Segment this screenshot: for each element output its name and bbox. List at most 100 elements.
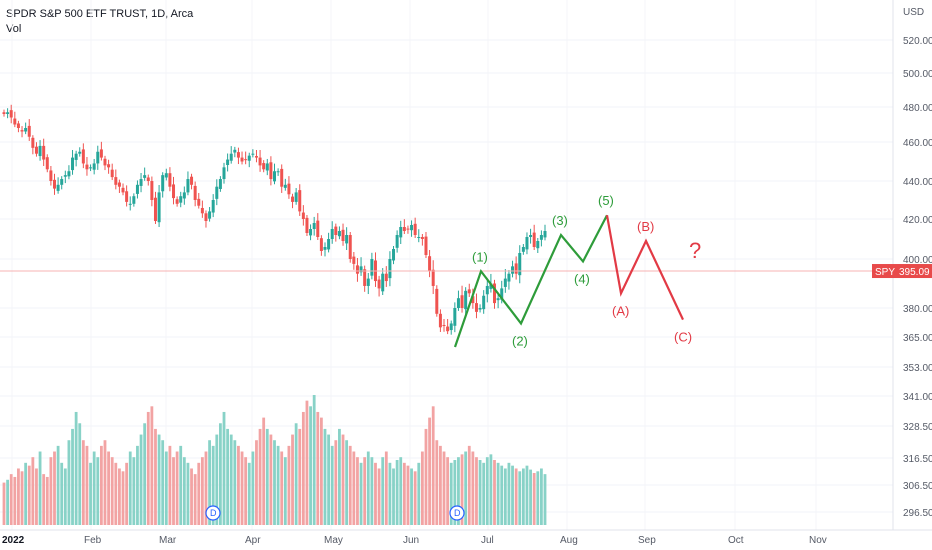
elliott-waves: (1) (2) (3) (4) (5) (A) (B) (C)?	[453, 193, 701, 348]
volume-bar	[511, 465, 514, 525]
wave-label-c: (C)	[674, 330, 692, 345]
volume-bar	[489, 454, 493, 525]
candle-body	[153, 197, 157, 221]
volume-bar	[475, 457, 478, 525]
volume-bar	[312, 395, 316, 525]
candle-body	[262, 163, 266, 170]
candle-body	[507, 273, 511, 282]
candle-body	[345, 235, 349, 244]
volume-bar	[161, 440, 165, 525]
volume-bar	[81, 440, 85, 525]
volume-bar	[471, 451, 475, 525]
candle-body	[139, 179, 143, 186]
time-tick-label: 2022	[2, 535, 25, 546]
candle-body	[164, 173, 168, 178]
volume-bar	[226, 428, 230, 525]
candle-body	[150, 181, 154, 200]
candle-body	[222, 167, 226, 180]
candle-body	[482, 295, 486, 310]
volume-bar	[384, 451, 388, 525]
candle-body	[143, 175, 147, 178]
price-tick-label: 341.00	[903, 392, 932, 403]
candle-body	[446, 326, 450, 332]
dividend-marker[interactable]	[449, 505, 465, 521]
volume-bar	[442, 451, 446, 525]
candle-body	[208, 211, 212, 219]
candle-body	[363, 269, 367, 286]
volume-bar	[42, 474, 46, 525]
volume-bar	[262, 417, 266, 525]
volume-bar	[345, 440, 349, 525]
volume-bar	[334, 440, 338, 525]
candle-body	[182, 192, 186, 199]
price-tick-label: 306.50	[903, 481, 932, 492]
volume-bar	[200, 457, 204, 525]
candle-body	[518, 253, 522, 276]
volume-bar	[215, 434, 219, 525]
volume-bar	[446, 457, 450, 525]
candle-body	[121, 187, 125, 193]
volume-bar	[330, 445, 334, 525]
candle-body	[514, 263, 518, 274]
volume-bar	[182, 457, 186, 525]
candle-body	[172, 184, 176, 199]
candle-body	[493, 283, 497, 304]
volume-bar	[92, 451, 96, 525]
volume-bar	[193, 474, 197, 525]
volume-bar	[2, 482, 6, 525]
volume-bar	[157, 434, 161, 525]
price-tick-label: 420.00	[903, 215, 932, 226]
candle-body	[190, 176, 194, 185]
candle-body	[330, 229, 334, 239]
candle-body	[240, 157, 244, 162]
volume-bar	[319, 417, 323, 525]
volume-bar	[71, 428, 74, 525]
volume-bar	[67, 440, 71, 525]
time-tick-label: Jul	[481, 535, 494, 546]
volume-bar	[121, 471, 125, 525]
price-tick-label: 460.00	[903, 138, 932, 149]
candle-body	[359, 266, 363, 273]
candle-body	[471, 296, 475, 304]
volume-bar	[410, 468, 413, 525]
price-tick-label: 440.00	[903, 177, 932, 188]
candle-body	[348, 235, 352, 259]
candle-body	[258, 157, 262, 166]
volume-bar	[291, 434, 294, 525]
volume-bar	[204, 451, 208, 525]
price-tag-bg	[872, 264, 932, 279]
dividend-marker[interactable]	[205, 505, 221, 521]
candle-body	[276, 171, 280, 173]
question-mark-annotation: ?	[689, 238, 701, 263]
volume-bar	[49, 457, 53, 525]
volume-bar	[460, 454, 464, 525]
volume-bar	[103, 440, 107, 525]
candle-body	[229, 153, 233, 161]
corrective-wave-line	[605, 215, 684, 321]
time-tick-label: Aug	[560, 535, 578, 546]
candle-body	[395, 235, 399, 248]
volume-bar	[258, 428, 262, 525]
dividend-label: D	[210, 508, 217, 518]
volume-bar	[172, 457, 175, 525]
time-tick-label: Nov	[809, 535, 827, 546]
candle-body	[388, 259, 392, 279]
time-axis: 2022 Feb Mar Apr May Jun Jul Aug Sep Oct Nov	[2, 535, 827, 546]
volume-bar	[301, 411, 305, 525]
candle-body	[6, 112, 10, 114]
price-tick-label: 353.00	[903, 363, 932, 374]
candle-body	[435, 288, 439, 314]
volume-bar	[395, 460, 399, 525]
volume-bar	[366, 451, 370, 525]
candle-body	[254, 156, 258, 158]
candle-body	[215, 186, 219, 199]
candle-body	[337, 231, 341, 237]
candle-body	[301, 212, 305, 219]
time-tick-label: Mar	[159, 535, 177, 546]
candle-body	[312, 223, 316, 229]
volume-bar	[17, 468, 20, 525]
candle-body	[161, 175, 165, 192]
candle-body	[96, 151, 100, 164]
